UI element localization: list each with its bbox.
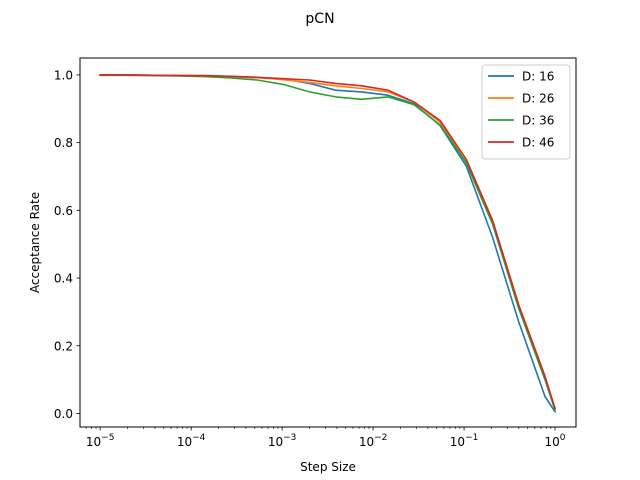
x-tick-label: 10−1 [450, 433, 479, 449]
y-tick-label: 0.6 [54, 204, 73, 218]
y-tick-label: 0.8 [54, 136, 73, 150]
legend-entry-label: D: 26 [522, 92, 554, 106]
legend-entry-label: D: 46 [522, 136, 554, 150]
y-axis-label: Acceptance Rate [28, 192, 42, 293]
x-tick-label: 10−5 [86, 433, 115, 449]
y-tick-label: 0.0 [54, 407, 73, 421]
legend-entry-label: D: 36 [522, 114, 554, 128]
y-tick-label: 1.0 [54, 68, 73, 82]
legend-entry-label: D: 16 [522, 70, 554, 84]
x-tick-label: 10−2 [359, 433, 388, 449]
series-line-4 [99, 74, 557, 410]
x-axis-ticks: 10−5 10−4 10−3 10−2 10−1 100 [85, 427, 566, 449]
axes-frame [79, 57, 577, 428]
plot-area [99, 74, 557, 413]
x-axis-label: Step Size [300, 460, 356, 474]
x-tick-label: 100 [545, 433, 566, 449]
y-axis-ticks: 0.0 0.2 0.4 0.6 0.8 1.0 [54, 68, 80, 421]
legend: D: 16 D: 26 D: 36 D: 46 [481, 64, 571, 160]
x-tick-label: 10−3 [268, 433, 297, 449]
y-tick-label: 0.4 [54, 272, 73, 286]
y-tick-label: 0.2 [54, 339, 73, 353]
chart-title: pCN [305, 11, 334, 27]
x-tick-label: 10−4 [177, 433, 206, 449]
legend-box [481, 64, 571, 160]
